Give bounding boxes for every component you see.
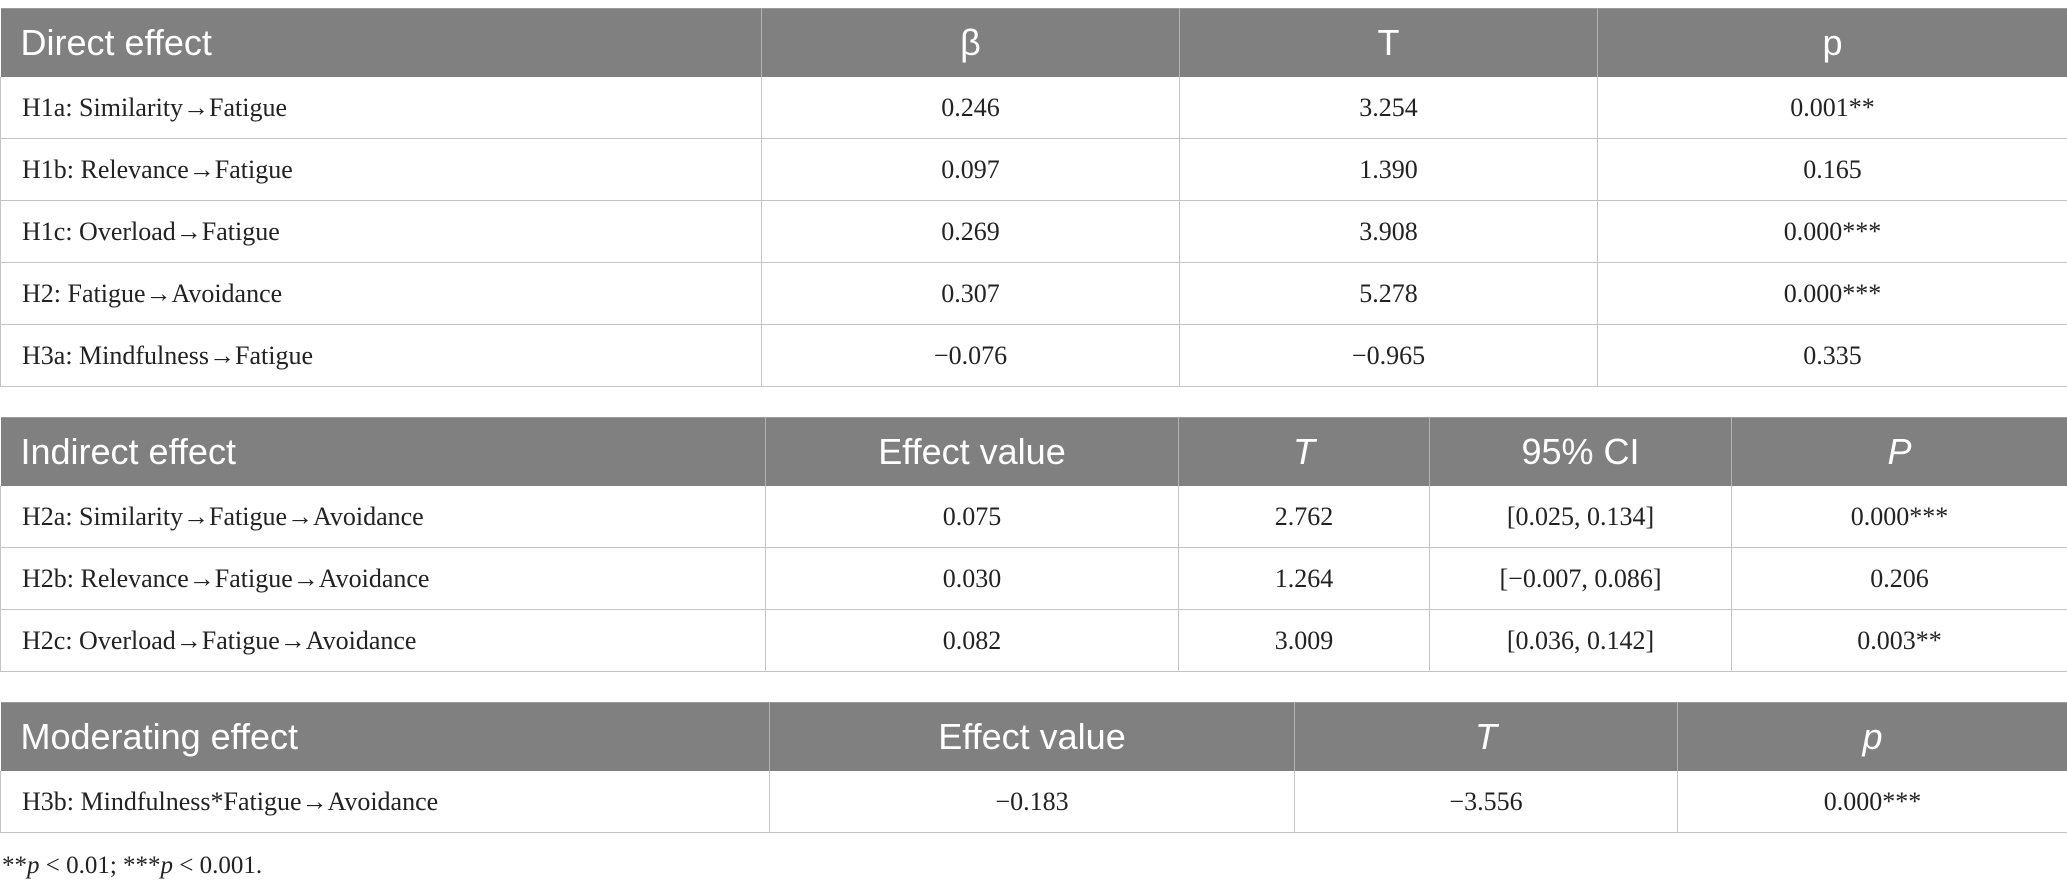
footnote-part: < 0.01; ***: [39, 852, 161, 879]
t-cell: −0.965: [1179, 324, 1598, 387]
hypothesis-cell: H2c: Overload→Fatigue→Avoidance: [0, 609, 766, 672]
header-beta: β: [761, 8, 1180, 77]
effect-cell: 0.082: [765, 609, 1179, 672]
header-row: Moderating effect Effect value T p: [0, 702, 2067, 771]
beta-cell: 0.097: [761, 138, 1180, 201]
header-p: p: [1597, 8, 2067, 77]
p-cell: 0.000***: [1597, 262, 2067, 325]
footnote-part: < 0.001.: [173, 852, 263, 879]
footnote-p-symbol: p: [160, 852, 174, 879]
table-row: H2c: Overload→Fatigue→Avoidance 0.082 3.…: [0, 609, 2067, 672]
hypothesis-cell: H1c: Overload→Fatigue: [0, 200, 762, 263]
hypothesis-cell: H3a: Mindfulness→Fatigue: [0, 324, 762, 387]
effect-cell: 0.075: [765, 486, 1179, 548]
table-row: H3a: Mindfulness→Fatigue −0.076 −0.965 0…: [0, 324, 2067, 387]
t-cell: 2.762: [1178, 486, 1430, 548]
header-indirect-effect: Indirect effect: [0, 417, 766, 486]
p-cell: 0.165: [1597, 138, 2067, 201]
table-row: H2: Fatigue→Avoidance 0.307 5.278 0.000*…: [0, 262, 2067, 325]
beta-cell: 0.246: [761, 77, 1180, 139]
table-row: H2a: Similarity→Fatigue→Avoidance 0.075 …: [0, 486, 2067, 548]
beta-cell: −0.076: [761, 324, 1180, 387]
ci-cell: [0.036, 0.142]: [1429, 609, 1732, 672]
header-p: P: [1731, 417, 2067, 486]
table-row: H3b: Mindfulness*Fatigue→Avoidance −0.18…: [0, 771, 2067, 833]
p-cell: 0.000***: [1731, 486, 2067, 548]
table-row: H1c: Overload→Fatigue 0.269 3.908 0.000*…: [0, 200, 2067, 263]
header-effect-value: Effect value: [765, 417, 1179, 486]
p-cell: 0.003**: [1731, 609, 2067, 672]
footnote-p-symbol: p: [27, 852, 40, 879]
moderating-effect-table: Moderating effect Effect value T p H3b: …: [0, 702, 2067, 833]
p-cell: 0.335: [1597, 324, 2067, 387]
hypothesis-cell: H2a: Similarity→Fatigue→Avoidance: [0, 486, 766, 548]
p-cell: 0.000***: [1677, 771, 2067, 833]
hypothesis-cell: H2: Fatigue→Avoidance: [0, 262, 762, 325]
header-row: Direct effect β T p: [0, 8, 2067, 77]
ci-cell: [−0.007, 0.086]: [1429, 547, 1732, 610]
header-ci: 95% CI: [1429, 417, 1732, 486]
t-cell: 1.264: [1178, 547, 1430, 610]
direct-effect-table: Direct effect β T p H1a: Similarity→Fati…: [0, 8, 2067, 387]
p-cell: 0.001**: [1597, 77, 2067, 139]
beta-cell: 0.269: [761, 200, 1180, 263]
t-cell: 3.009: [1178, 609, 1430, 672]
header-t: T: [1179, 8, 1598, 77]
footnote: **p < 0.01; ***p < 0.001.: [2, 852, 262, 880]
t-cell: 3.254: [1179, 77, 1598, 139]
footnote-part: **: [2, 852, 27, 879]
t-cell: −3.556: [1294, 771, 1678, 833]
header-effect-value: Effect value: [769, 702, 1295, 771]
header-t: T: [1294, 702, 1678, 771]
t-cell: 3.908: [1179, 200, 1598, 263]
effect-cell: 0.030: [765, 547, 1179, 610]
indirect-effect-table: Indirect effect Effect value T 95% CI P …: [0, 417, 2067, 672]
table-row: H1b: Relevance→Fatigue 0.097 1.390 0.165: [0, 138, 2067, 201]
p-cell: 0.000***: [1597, 200, 2067, 263]
beta-cell: 0.307: [761, 262, 1180, 325]
hypothesis-cell: H2b: Relevance→Fatigue→Avoidance: [0, 547, 766, 610]
header-direct-effect: Direct effect: [0, 8, 762, 77]
hypothesis-cell: H3b: Mindfulness*Fatigue→Avoidance: [0, 771, 770, 833]
table-row: H2b: Relevance→Fatigue→Avoidance 0.030 1…: [0, 547, 2067, 610]
header-t: T: [1178, 417, 1430, 486]
t-cell: 5.278: [1179, 262, 1598, 325]
ci-cell: [0.025, 0.134]: [1429, 486, 1732, 548]
header-row: Indirect effect Effect value T 95% CI P: [0, 417, 2067, 486]
t-cell: 1.390: [1179, 138, 1598, 201]
p-cell: 0.206: [1731, 547, 2067, 610]
header-p: p: [1677, 702, 2067, 771]
header-moderating-effect: Moderating effect: [0, 702, 770, 771]
effect-cell: −0.183: [769, 771, 1295, 833]
hypothesis-cell: H1a: Similarity→Fatigue: [0, 77, 762, 139]
table-row: H1a: Similarity→Fatigue 0.246 3.254 0.00…: [0, 77, 2067, 139]
hypothesis-cell: H1b: Relevance→Fatigue: [0, 138, 762, 201]
